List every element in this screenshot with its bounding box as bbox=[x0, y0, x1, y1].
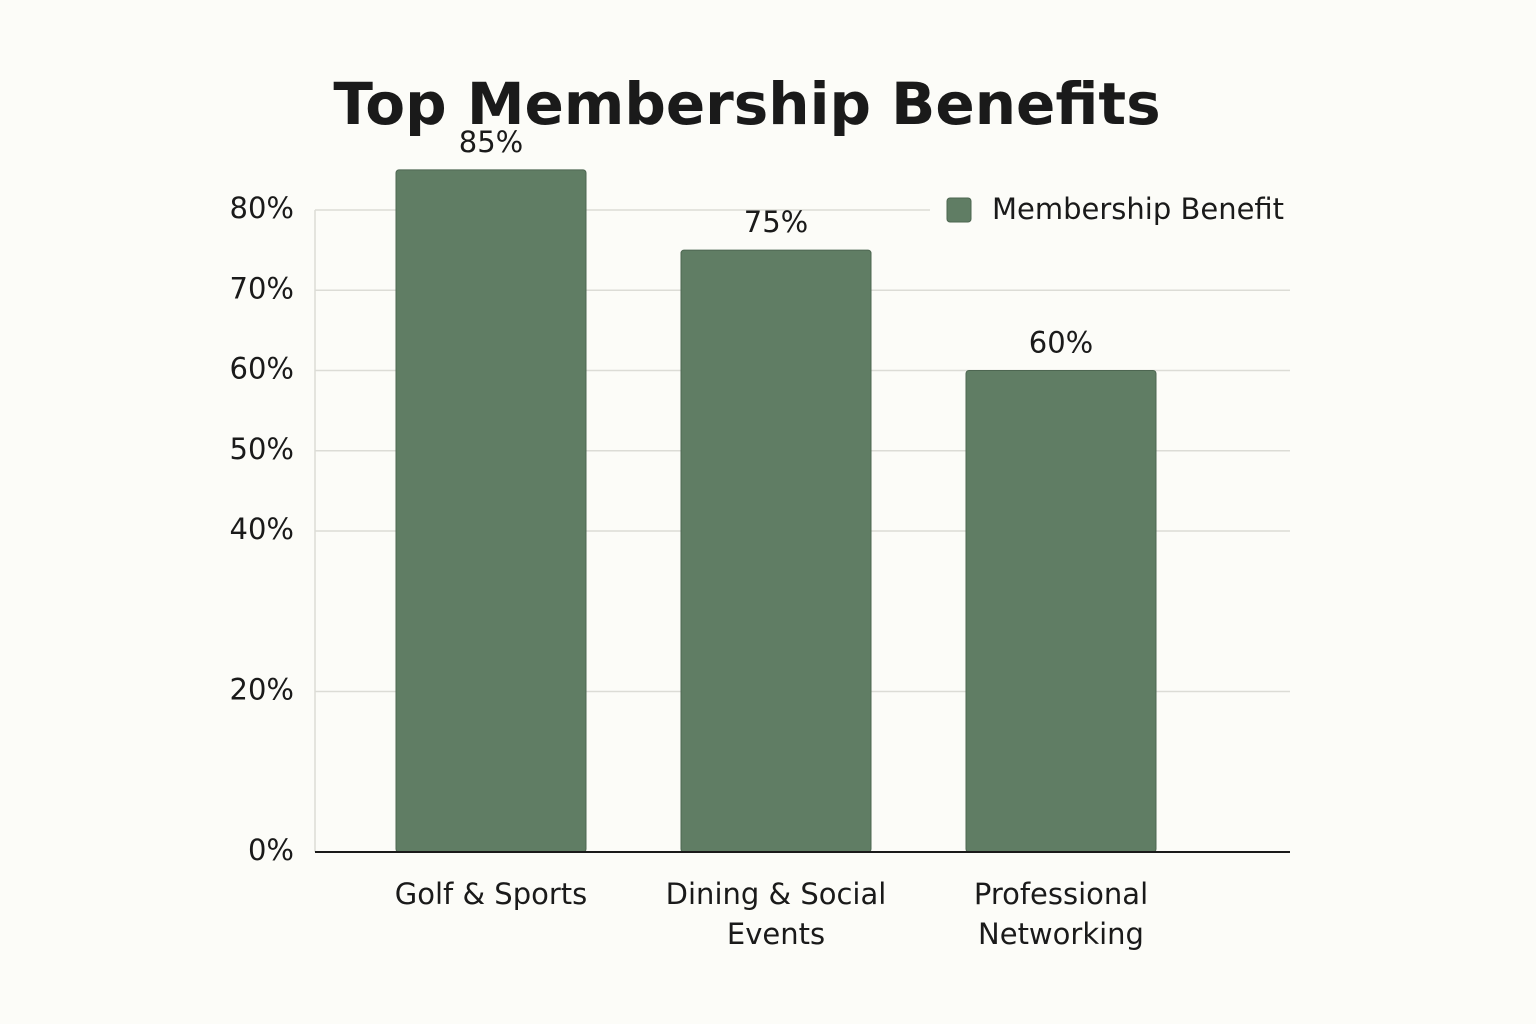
bar bbox=[965, 370, 1157, 853]
bar bbox=[395, 169, 587, 853]
data-label: 60% bbox=[1029, 326, 1093, 360]
legend-swatch bbox=[946, 197, 972, 223]
legend-label: Membership Benefit bbox=[992, 192, 1284, 226]
x-tick-label: Professional Networking bbox=[973, 877, 1149, 951]
y-tick-label: 80% bbox=[230, 191, 294, 225]
chart-title: Top Membership Benefits bbox=[333, 70, 1160, 138]
y-tick-label: 60% bbox=[230, 352, 294, 386]
data-label: 85% bbox=[459, 125, 523, 159]
y-tick-label: 70% bbox=[230, 271, 294, 305]
data-label: 75% bbox=[744, 205, 808, 239]
y-tick-label: 20% bbox=[230, 673, 294, 707]
x-tick-label: Dining & Social Events bbox=[665, 877, 887, 951]
y-tick-label: 0% bbox=[248, 833, 294, 867]
y-tick-label: 40% bbox=[230, 512, 294, 546]
bar bbox=[680, 249, 872, 853]
x-tick-label: Golf & Sports bbox=[394, 877, 588, 911]
y-tick-label: 50% bbox=[230, 432, 294, 466]
